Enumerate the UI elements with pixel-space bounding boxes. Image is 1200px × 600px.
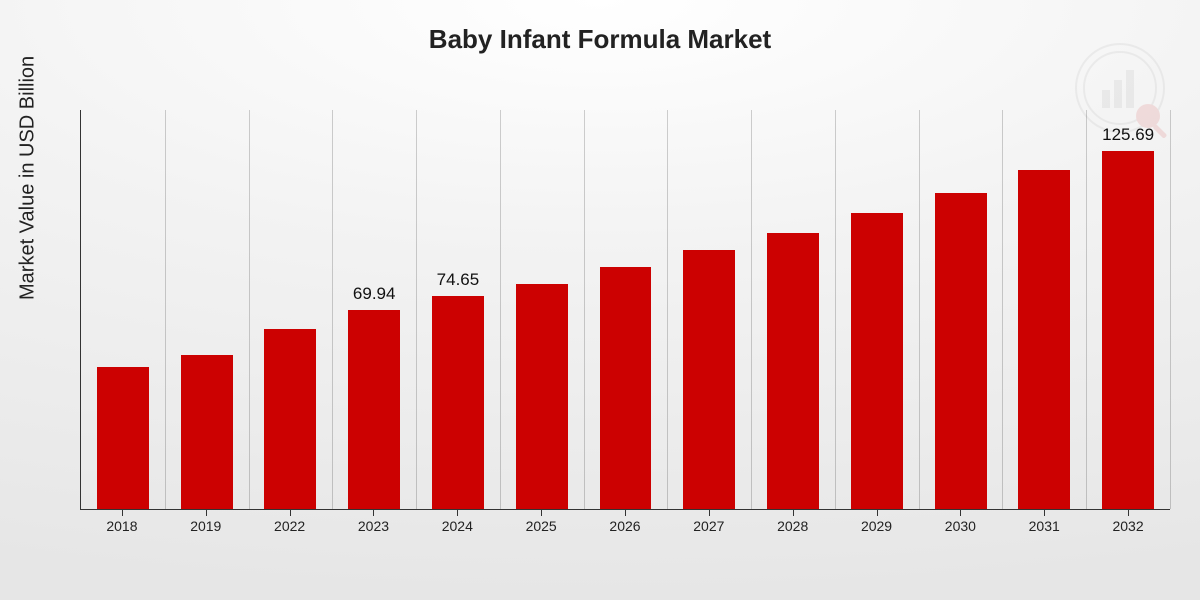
chart-area: 69.94 74.65 125.69 2018 2019 2022 2023 2024 202… xyxy=(80,110,1170,540)
x-tick-label: 2031 xyxy=(1029,518,1060,534)
bar-value-label: 125.69 xyxy=(1102,125,1154,145)
x-tick-label: 2024 xyxy=(442,518,473,534)
x-tick-label: 2023 xyxy=(358,518,389,534)
x-tick xyxy=(1044,510,1045,516)
grid-line xyxy=(165,110,166,509)
x-tick xyxy=(541,510,542,516)
grid-line xyxy=(835,110,836,509)
bar xyxy=(600,267,652,509)
x-axis: 2018 2019 2022 2023 2024 2025 2026 2027 2028 2029… xyxy=(80,510,1170,540)
grid-line xyxy=(751,110,752,509)
x-tick xyxy=(877,510,878,516)
x-tick xyxy=(122,510,123,516)
bar-value-label: 69.94 xyxy=(353,284,396,304)
bar xyxy=(683,250,735,509)
bar xyxy=(348,310,400,509)
x-tick xyxy=(457,510,458,516)
x-tick-label: 2032 xyxy=(1112,518,1143,534)
x-tick-label: 2022 xyxy=(274,518,305,534)
x-tick xyxy=(373,510,374,516)
x-tick xyxy=(960,510,961,516)
grid-line xyxy=(332,110,333,509)
x-tick xyxy=(625,510,626,516)
grid-line xyxy=(667,110,668,509)
x-tick xyxy=(206,510,207,516)
grid-line xyxy=(1002,110,1003,509)
grid-line xyxy=(919,110,920,509)
grid-line xyxy=(584,110,585,509)
bar xyxy=(516,284,568,509)
grid-line xyxy=(1170,110,1171,509)
x-tick-label: 2029 xyxy=(861,518,892,534)
grid-line xyxy=(249,110,250,509)
chart-container: Baby Infant Formula Market Market Value … xyxy=(0,0,1200,600)
x-tick xyxy=(1128,510,1129,516)
bar xyxy=(264,329,316,509)
x-tick-label: 2025 xyxy=(526,518,557,534)
x-tick-label: 2019 xyxy=(190,518,221,534)
plot-area: 69.94 74.65 125.69 xyxy=(80,110,1170,510)
bar-value-label: 74.65 xyxy=(437,270,480,290)
x-tick-label: 2018 xyxy=(106,518,137,534)
bar xyxy=(181,355,233,509)
bar xyxy=(432,296,484,509)
grid-line xyxy=(500,110,501,509)
grid-line xyxy=(1086,110,1087,509)
bar xyxy=(1018,170,1070,509)
bar xyxy=(97,367,149,510)
x-tick-label: 2028 xyxy=(777,518,808,534)
bar xyxy=(1102,151,1154,509)
bar xyxy=(935,193,987,509)
grid-line xyxy=(416,110,417,509)
chart-title: Baby Infant Formula Market xyxy=(429,24,771,55)
y-axis-label: Market Value in USD Billion xyxy=(17,56,40,300)
x-tick xyxy=(290,510,291,516)
bar xyxy=(851,213,903,509)
bar xyxy=(767,233,819,509)
x-tick-label: 2026 xyxy=(609,518,640,534)
x-tick xyxy=(793,510,794,516)
x-tick xyxy=(709,510,710,516)
x-tick-label: 2030 xyxy=(945,518,976,534)
x-tick-label: 2027 xyxy=(693,518,724,534)
